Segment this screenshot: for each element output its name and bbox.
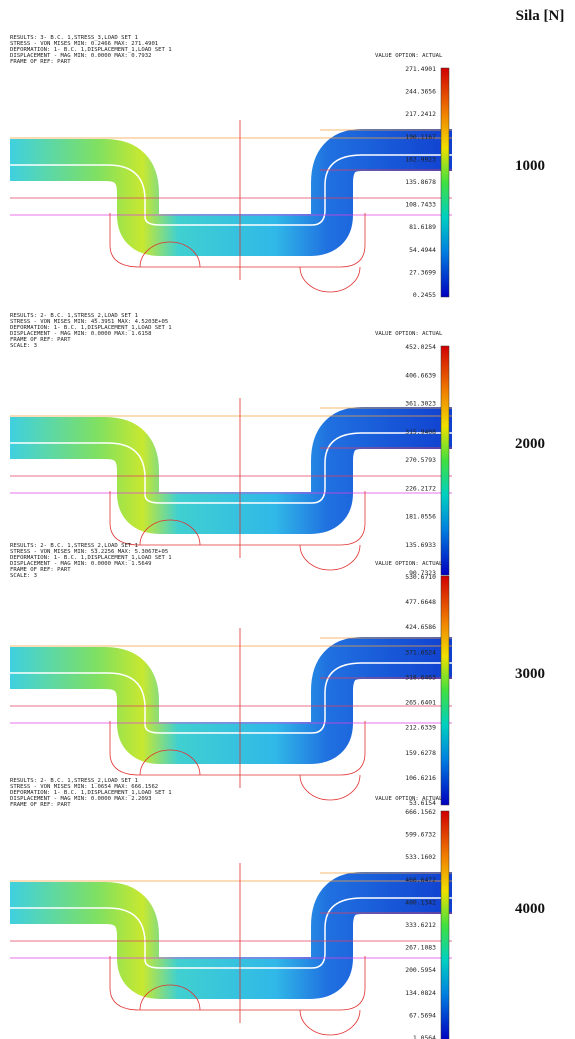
force-label: 2000	[515, 436, 545, 452]
force-label: 3000	[515, 666, 545, 682]
colorbar	[441, 346, 449, 575]
colorbar-label: 315.9408	[405, 428, 436, 436]
colorbar-label: 530.6710	[405, 573, 436, 581]
column-title: Sila [N]	[516, 8, 565, 24]
colorbar	[441, 811, 449, 1039]
result-header: FRAME OF REF: PART	[10, 59, 71, 65]
colorbar-label: 226.2172	[405, 484, 436, 492]
colorbar-label: 200.5954	[405, 966, 436, 974]
value-option: VALUE OPTION: ACTUAL	[375, 53, 443, 59]
fea-panel: RESULTS: 2- B.C. 1,STRESS_2,LOAD SET 1ST…	[10, 313, 545, 577]
colorbar-label: 271.4901	[405, 65, 436, 73]
colorbar-label: 333.6212	[405, 921, 436, 929]
value-option: VALUE OPTION: ACTUAL	[375, 331, 443, 337]
force-label: 1000	[515, 158, 545, 174]
colorbar-label: 108.7433	[405, 201, 436, 209]
fea-panel: RESULTS: 3- B.C. 1,STRESS_3,LOAD SET 1ST…	[10, 35, 545, 299]
colorbar-label: 159.6278	[405, 749, 436, 757]
colorbar-label: 477.6648	[405, 598, 436, 606]
fea-panel: RESULTS: 2- B.C. 1,STRESS_2,LOAD SET 1ST…	[10, 778, 545, 1039]
part-body	[10, 658, 452, 743]
colorbar-label: 67.5694	[409, 1011, 436, 1019]
colorbar-label: 190.1167	[405, 133, 436, 141]
colorbar-label: 666.1562	[405, 808, 436, 816]
colorbar-label: 106.6216	[405, 774, 436, 782]
colorbar-label: 135.8678	[405, 178, 436, 186]
colorbar-label: 599.6732	[405, 831, 436, 839]
result-header: FRAME OF REF: PART	[10, 802, 71, 808]
colorbar-label: 0.2455	[413, 291, 436, 299]
part-body	[10, 428, 452, 513]
colorbar-label: 212.6339	[405, 724, 436, 732]
colorbar-label: 134.0824	[405, 989, 436, 997]
colorbar-label: 400.1342	[405, 898, 436, 906]
colorbar-label: 162.9923	[405, 155, 436, 163]
colorbar-label: 466.6472	[405, 876, 436, 884]
colorbar	[441, 576, 449, 805]
colorbar-label: 424.6586	[405, 623, 436, 631]
colorbar-label: 533.1602	[405, 853, 436, 861]
colorbar-label: 217.2412	[405, 110, 436, 118]
value-option: VALUE OPTION: ACTUAL	[375, 796, 443, 802]
colorbar-label: 406.6639	[405, 371, 436, 379]
colorbar-label: 371.6524	[405, 648, 436, 656]
colorbar-label: 244.3656	[405, 88, 436, 96]
colorbar-label: 181.0556	[405, 513, 436, 521]
colorbar-label: 265.6401	[405, 699, 436, 707]
colorbar-label: 267.1083	[405, 944, 436, 952]
colorbar	[441, 68, 449, 297]
part-body	[10, 893, 452, 978]
value-option: VALUE OPTION: ACTUAL	[375, 561, 443, 567]
colorbar-label: 135.6933	[405, 541, 436, 549]
colorbar-label: 27.3699	[409, 268, 436, 276]
colorbar-label: 1.0564	[413, 1034, 436, 1039]
result-header: SCALE: 3	[10, 343, 37, 349]
colorbar-label: 361.3023	[405, 400, 436, 408]
force-label: 4000	[515, 901, 545, 917]
colorbar-label: 270.5793	[405, 456, 436, 464]
figure: Sila [N] RESULTS: 3- B.C. 1,STRESS_3,LOA…	[0, 0, 575, 1039]
part-body	[10, 150, 452, 235]
result-header: SCALE: 3	[10, 573, 37, 579]
fea-panel: RESULTS: 2- B.C. 1,STRESS_2,LOAD SET 1ST…	[10, 543, 545, 807]
colorbar-label: 54.4944	[409, 246, 436, 254]
colorbar-label: 81.6189	[409, 223, 436, 231]
colorbar-label: 318.6463	[405, 673, 436, 681]
colorbar-label: 452.0254	[405, 343, 436, 351]
